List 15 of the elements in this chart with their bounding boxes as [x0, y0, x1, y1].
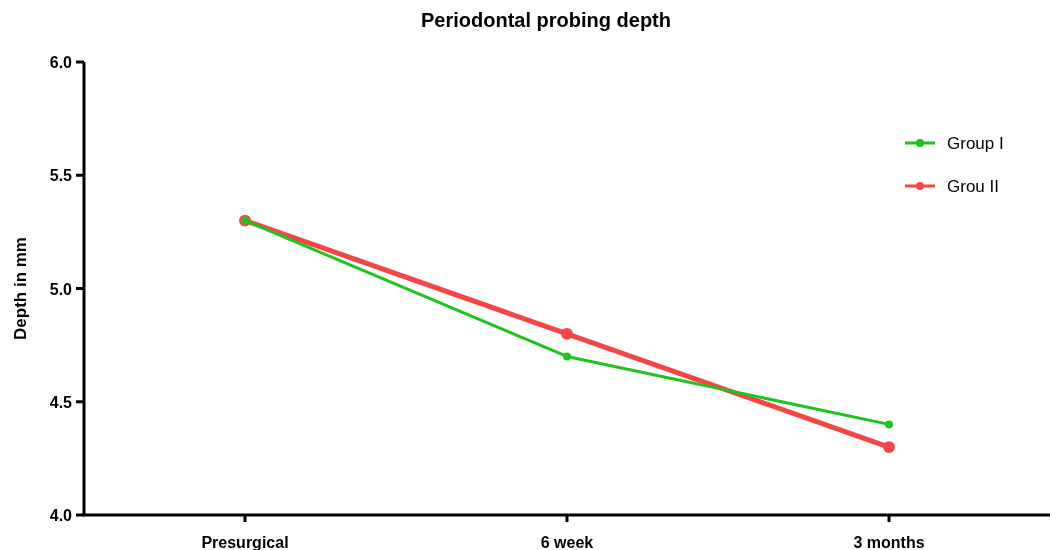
- point: [561, 327, 573, 340]
- y-tick-label: 5.0: [49, 280, 73, 298]
- y-tick-label: 5.5: [49, 167, 73, 185]
- y-axis-title: Depth in mm: [11, 237, 30, 340]
- point: [563, 352, 571, 361]
- chart-title: Periodontal probing depth: [421, 9, 671, 31]
- legend-label: Grou II: [947, 177, 999, 196]
- y-tick-label: 4.0: [49, 507, 73, 524]
- y-tick-label: 6.0: [49, 54, 73, 71]
- point: [885, 420, 893, 429]
- y-tick-label: 4.5: [49, 393, 73, 411]
- x-tick-label: 3 months: [853, 534, 925, 550]
- point: [883, 441, 895, 453]
- legend-label: Group I: [947, 134, 1004, 153]
- x-tick-label: 6 week: [540, 534, 594, 550]
